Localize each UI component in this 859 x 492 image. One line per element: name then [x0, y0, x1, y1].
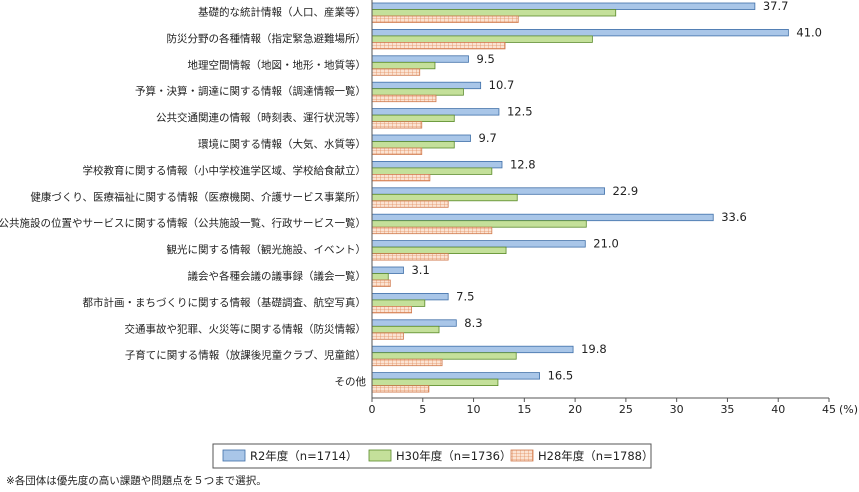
legend-entry: R2年度（n=1714）	[250, 449, 358, 463]
data-label: 10.7	[489, 78, 515, 92]
bar-h28	[371, 305, 413, 314]
legend-swatch	[510, 449, 534, 462]
legend-entry: H28年度（n=1788）	[538, 449, 653, 463]
bar-h28	[371, 173, 431, 182]
bar-r2	[371, 292, 449, 301]
bar-r2	[371, 2, 756, 10]
bar-r2	[371, 81, 482, 90]
category-label: 都市計画・まちづくりに関する情報（基礎調査、航空写真）	[83, 296, 367, 309]
bar-h28	[371, 42, 506, 50]
x-axis-unit: (%)	[839, 403, 858, 416]
bar-h28	[371, 279, 391, 287]
category-label: その他	[335, 375, 367, 388]
category-label: 予算・決算・調達に関する情報（調達情報一覧）	[135, 85, 366, 98]
bar-h28	[371, 332, 404, 340]
x-tick-label: 25	[619, 403, 633, 416]
bar-h28	[371, 226, 493, 235]
bar-h28	[371, 68, 421, 76]
data-label: 37.7	[763, 0, 789, 13]
bar-h28	[371, 253, 449, 261]
x-tick-label: 5	[419, 403, 426, 416]
data-label: 19.8	[581, 342, 607, 356]
bar-h30	[371, 9, 617, 17]
x-tick-label: 40	[771, 403, 785, 416]
bar-h30	[371, 220, 587, 228]
category-label: 学校教育に関する情報（小中学校進学区域、学校給食献立）	[83, 164, 367, 177]
category-label: 健康づくり、医療福祉に関する情報（医療機関、介護サービス事業所）	[30, 190, 366, 203]
legend-box	[212, 443, 652, 469]
category-label: 子育てに関する情報（放課後児童クラブ、児童館）	[125, 349, 366, 362]
plot-area: 基礎的な統計情報（人口、産業等） 37.7 防災分野の各種情報（指定緊急避難場所） 4…	[0, 0, 858, 416]
category-label: 基礎的な統計情報（人口、産業等）	[198, 6, 366, 19]
bar-r2	[371, 55, 469, 63]
bar-h30	[371, 299, 426, 307]
x-tick-label: 45	[822, 403, 836, 416]
bar-h30	[371, 325, 440, 334]
bar-h28	[371, 200, 449, 208]
bar-h30	[371, 378, 499, 387]
legend: R2年度（n=1714） H30年度（n=1736） H28年度（n=1788）	[212, 443, 653, 469]
bar-r2	[371, 134, 471, 142]
bar-h30	[371, 273, 389, 281]
category-label: 議会や各種会議の議事録（議会一覧）	[188, 270, 367, 283]
bar-r2	[371, 319, 457, 327]
legend-swatch	[368, 449, 392, 462]
legend-swatch	[222, 449, 246, 462]
x-tick-label: 35	[720, 403, 734, 416]
bar-h28	[371, 358, 443, 367]
bar-h30	[371, 114, 455, 122]
category-label: 環境に関する情報（大気、水質等）	[198, 138, 366, 151]
bar-h28	[371, 147, 423, 155]
category-label: 観光に関する情報（観光施設、イベント）	[167, 243, 367, 256]
bar-r2	[371, 187, 605, 195]
category-label: 公共施設の位置やサービスに関する情報（公共施設一覧、行政サービス一覧）	[0, 217, 366, 230]
data-label: 8.3	[464, 316, 482, 330]
bar-h28	[371, 15, 519, 23]
bar-h28	[371, 385, 430, 393]
bar-r2	[371, 160, 503, 169]
data-label: 12.8	[510, 157, 536, 171]
category-label: 防災分野の各種情報（指定緊急避難場所）	[167, 32, 367, 45]
x-tick-label: 20	[568, 403, 582, 416]
category-label: 公共交通関連の情報（時刻表、運行状況等）	[156, 111, 366, 124]
bar-h28	[371, 94, 437, 103]
x-tick-label: 10	[467, 403, 481, 416]
x-tick-label: 15	[517, 403, 531, 416]
bar-h30	[371, 141, 455, 149]
bar-h28	[371, 121, 423, 129]
data-label: 9.5	[476, 52, 494, 66]
bar-h30	[371, 88, 464, 96]
category-label: 地理空間情報（地図・地形・地質等）	[188, 58, 367, 71]
bar-r2	[371, 108, 500, 116]
bar-r2	[371, 266, 404, 274]
x-tick-label: 30	[670, 403, 684, 416]
bar-h30	[371, 35, 593, 43]
bar-h30	[371, 352, 517, 360]
data-label: 16.5	[548, 369, 574, 383]
data-label: 21.0	[593, 237, 619, 251]
bar-h30	[371, 167, 493, 175]
data-label: 3.1	[411, 263, 429, 277]
data-label: 9.7	[479, 131, 497, 145]
category-label: 交通事故や犯罪、火災等に関する情報（防災情報）	[125, 322, 367, 335]
legend-entry: H30年度（n=1736）	[396, 449, 511, 463]
data-label: 22.9	[613, 184, 639, 198]
bar-r2	[371, 345, 574, 354]
data-label: 41.0	[796, 25, 822, 39]
bar-h30	[371, 246, 507, 255]
footnote: ※各団体は優先度の高い課題や問題点を５つまで選択。	[6, 474, 267, 487]
data-label: 7.5	[456, 289, 474, 303]
bar-h30	[371, 61, 436, 70]
bar-r2	[371, 240, 586, 248]
data-label: 33.6	[721, 210, 747, 224]
data-label: 12.5	[507, 105, 533, 119]
x-tick-label: 0	[369, 403, 376, 416]
bar-h30	[371, 193, 518, 202]
bar-r2	[371, 28, 789, 37]
bar-r2	[371, 372, 540, 380]
bar-r2	[371, 213, 714, 222]
